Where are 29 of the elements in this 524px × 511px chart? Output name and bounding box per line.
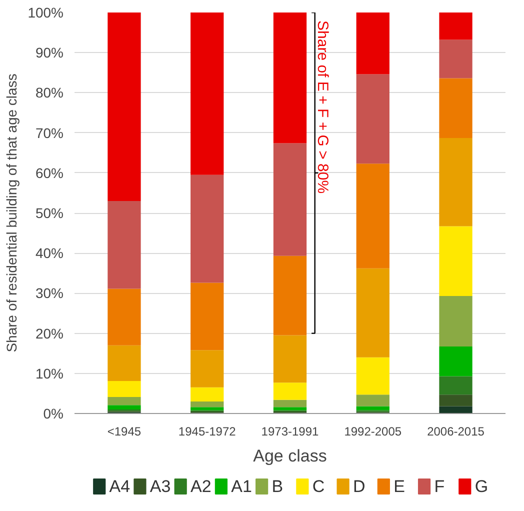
y-tick-label: 100% xyxy=(28,4,64,20)
x-axis-title: Age class xyxy=(253,446,327,466)
legend-label: G xyxy=(474,477,488,496)
y-tick-label: 60% xyxy=(35,164,64,181)
y-tick-label: 30% xyxy=(35,285,64,302)
y-tick-label: 50% xyxy=(35,205,64,221)
y-tick-label: 20% xyxy=(35,325,64,342)
legend-label: F xyxy=(434,477,445,496)
legend-label: C xyxy=(312,477,325,496)
x-tick-label: 2006-2015 xyxy=(427,424,485,438)
legend-label: E xyxy=(394,477,405,496)
legend-label: A3 xyxy=(150,477,171,496)
legend-label: A1 xyxy=(231,477,252,496)
legend-label: B xyxy=(272,477,284,496)
x-tick-label: 1992-2005 xyxy=(344,424,402,438)
y-tick-label: 70% xyxy=(35,124,64,141)
y-tick-label: 10% xyxy=(35,365,64,382)
legend-label: A4 xyxy=(109,477,130,496)
x-tick-label: 1945-1972 xyxy=(178,424,236,438)
y-tick-label: 0% xyxy=(43,406,64,422)
y-tick-label: 40% xyxy=(35,245,64,262)
annotation: Share of E + F + G > 80% xyxy=(314,20,331,194)
x-tick-label: <1945 xyxy=(107,424,142,438)
legend-label: A2 xyxy=(190,477,212,496)
x-tick-label: 1973-1991 xyxy=(261,424,320,438)
legend-label: D xyxy=(352,477,366,496)
y-axis-title: Share of residential building of that age class xyxy=(4,74,20,352)
y-tick-label: 80% xyxy=(35,84,64,101)
y-tick-label: 90% xyxy=(35,44,64,61)
